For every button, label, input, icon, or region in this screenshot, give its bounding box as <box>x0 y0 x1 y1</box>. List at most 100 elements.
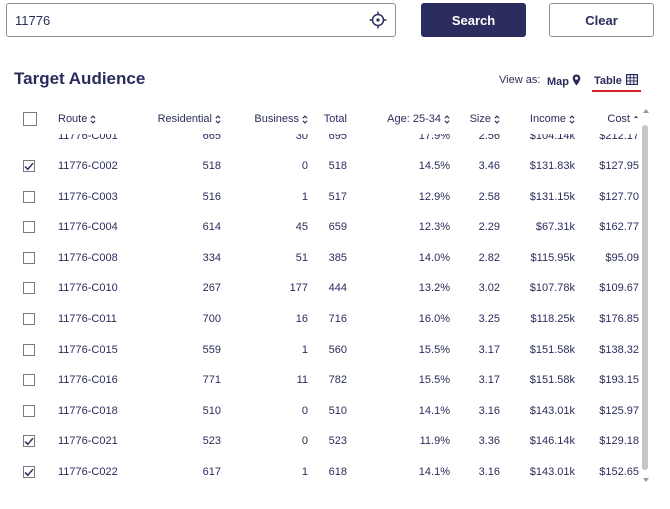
income-cell: $151.58k <box>529 343 575 356</box>
residential-cell: 614 <box>202 221 221 234</box>
table-row: 11776-C015 559 1 560 15.5% 3.17 $151.58k $138.3… <box>0 335 640 365</box>
table-row: 11776-C021 523 0 523 11.9% 3.36 $146.14k $129.1… <box>0 426 640 456</box>
route-cell: 11776-C008 <box>58 251 118 264</box>
age-cell: 15.5% <box>418 374 450 387</box>
crosshair-icon[interactable] <box>361 4 395 36</box>
sort-icon <box>634 115 638 118</box>
row-checkbox-cell <box>23 426 37 456</box>
income-cell: $143.01k <box>529 466 575 478</box>
residential-cell: 516 <box>202 190 221 203</box>
row-checkbox[interactable] <box>23 374 35 387</box>
business-cell: 11 <box>296 374 308 387</box>
residential-cell: 700 <box>202 313 221 325</box>
row-checkbox-checked[interactable] <box>23 160 35 172</box>
scroll-up-arrow[interactable] <box>643 109 649 113</box>
cost-cell: $125.97 <box>599 404 639 417</box>
cost-cell: $152.65 <box>599 466 639 478</box>
business-cell: 1 <box>301 466 308 478</box>
row-checkbox[interactable] <box>23 282 35 295</box>
col-size[interactable]: Size <box>465 104 500 134</box>
row-checkbox-cell <box>23 243 37 273</box>
scroll-down-arrow[interactable] <box>643 478 649 482</box>
route-cell: 11776-C010 <box>58 282 118 295</box>
business-cell: 177 <box>289 282 308 295</box>
business-cell: 1 <box>301 190 308 203</box>
check-icon <box>24 468 34 476</box>
table-row: 11776-C008 334 51 385 14.0% 2.82 $115.95k $95.0… <box>0 243 640 273</box>
row-checkbox[interactable] <box>23 221 35 234</box>
size-cell: 3.17 <box>478 343 500 356</box>
search-input[interactable] <box>7 5 361 35</box>
row-checkbox-cell <box>23 365 37 395</box>
table-row: 11776-C022 617 1 618 14.1% 3.16 $143.01k $152.6… <box>0 457 640 487</box>
age-cell: 14.0% <box>418 251 450 264</box>
business-cell: 0 <box>301 404 308 417</box>
route-cell: 11776-C015 <box>58 343 118 356</box>
size-cell: 3.16 <box>478 404 500 417</box>
size-cell: 2.82 <box>478 251 500 264</box>
sort-icon <box>215 114 221 124</box>
business-cell: 16 <box>295 313 308 325</box>
total-cell: 659 <box>328 221 347 234</box>
cost-cell: $193.15 <box>599 374 639 387</box>
view-as-label: View as: <box>499 74 541 86</box>
age-cell: 11.9% <box>419 435 450 448</box>
row-checkbox[interactable] <box>23 343 35 356</box>
row-checkbox-checked[interactable] <box>23 466 35 478</box>
audience-table: Route Residential Business Total Age: 25… <box>0 104 640 504</box>
residential-cell: 510 <box>202 404 221 417</box>
route-cell: 11776-C002 <box>58 160 118 172</box>
col-route[interactable]: Route <box>58 104 138 134</box>
route-cell: 11776-C003 <box>58 190 118 203</box>
search-button[interactable]: Search <box>421 3 526 37</box>
col-cost[interactable]: Cost <box>593 104 639 134</box>
total-cell: 716 <box>328 313 347 325</box>
sort-icon <box>569 114 575 124</box>
cost-cell: $129.18 <box>599 435 639 448</box>
cost-cell: $127.70 <box>599 190 639 203</box>
row-checkbox-cell <box>23 182 37 212</box>
total-cell: 560 <box>328 343 347 356</box>
income-cell: $115.95k <box>530 251 575 264</box>
col-age[interactable]: Age: 25-34 <box>374 104 450 134</box>
age-cell: 15.5% <box>418 343 450 356</box>
business-cell: 45 <box>295 221 308 234</box>
business-cell: 0 <box>301 160 308 172</box>
search-box <box>6 3 396 37</box>
col-business[interactable]: Business <box>240 104 308 134</box>
sort-icon <box>494 114 500 124</box>
clear-button[interactable]: Clear <box>549 3 654 37</box>
view-map-toggle[interactable]: Map <box>547 74 581 89</box>
cost-cell: $176.85 <box>599 313 639 325</box>
view-table-toggle[interactable]: Table <box>594 74 638 88</box>
size-cell: 3.46 <box>478 160 500 172</box>
residential-cell: 518 <box>202 160 221 172</box>
residential-cell: 523 <box>202 435 221 448</box>
select-all-cell <box>23 104 37 134</box>
col-residential[interactable]: Residential <box>150 104 221 134</box>
route-cell: 11776-C004 <box>58 221 118 234</box>
income-cell: $131.15k <box>529 190 575 203</box>
col-income[interactable]: Income <box>520 104 575 134</box>
scrollbar-thumb[interactable] <box>642 125 648 470</box>
cost-cell: $138.32 <box>599 343 639 356</box>
total-cell: 444 <box>328 282 347 295</box>
age-cell: 14.1% <box>418 404 450 417</box>
route-cell: 11776-C018 <box>58 404 118 417</box>
row-checkbox-checked[interactable] <box>23 435 35 448</box>
table-row: 11776-C002 518 0 518 14.5% 3.46 $131.83k $127.9… <box>0 151 640 181</box>
col-total[interactable]: Total <box>323 113 347 125</box>
row-checkbox[interactable] <box>23 251 35 264</box>
income-cell: $143.01k <box>529 404 575 417</box>
map-pin-icon <box>572 74 581 89</box>
cost-cell: $127.95 <box>599 160 639 172</box>
table-row: 11776-C016 771 11 782 15.5% 3.17 $151.58k $193.… <box>0 365 640 395</box>
residential-cell: 334 <box>202 251 221 264</box>
cost-cell: $162.77 <box>599 221 639 234</box>
row-checkbox[interactable] <box>23 404 35 417</box>
size-cell: 3.25 <box>478 313 500 325</box>
row-checkbox[interactable] <box>23 313 35 325</box>
select-all-checkbox[interactable] <box>23 112 37 126</box>
row-checkbox-cell <box>23 304 37 334</box>
row-checkbox[interactable] <box>23 190 35 203</box>
